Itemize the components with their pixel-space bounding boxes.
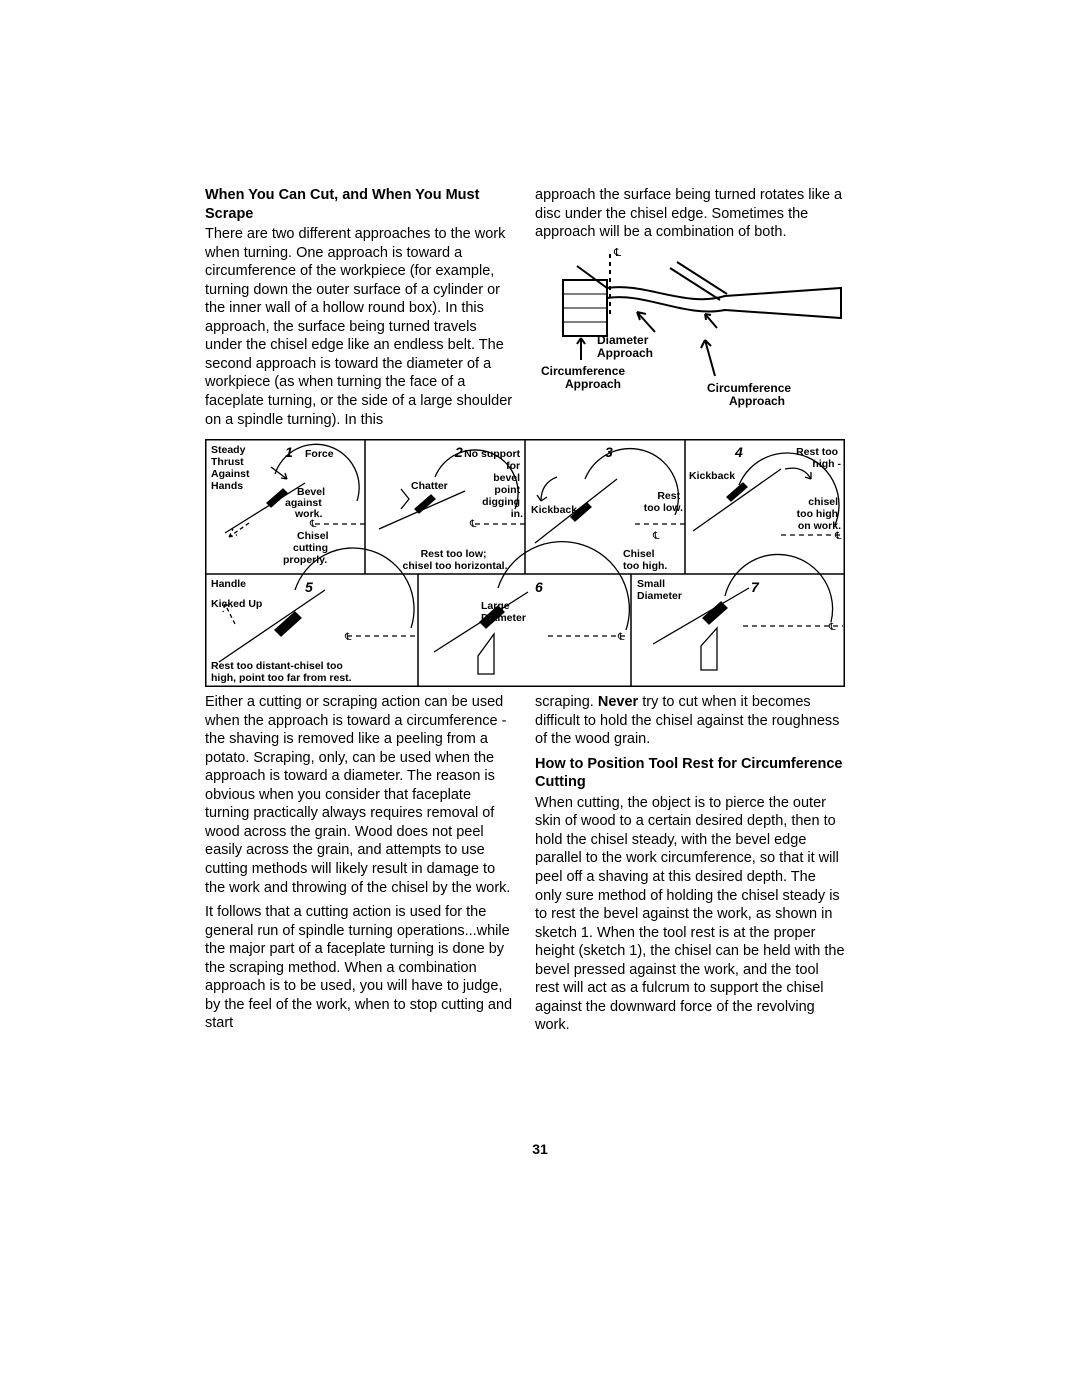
label-diameter-approach: DiameterApproach	[597, 333, 653, 360]
p4-lbl-kickback: Kickback	[689, 470, 735, 482]
svg-text:℄: ℄	[617, 632, 625, 643]
top-right-col: approach the surface being turned rotate…	[535, 186, 845, 435]
panel-num-6: 6	[535, 579, 543, 595]
bottom-right-p1: scraping. Never try to cut when it becom…	[535, 693, 845, 749]
svg-text:℄: ℄	[652, 531, 660, 542]
p2-lbl-restlow: Rest too low; chisel too horizontal.	[402, 548, 507, 572]
top-right-p1: approach the surface being turned rotate…	[535, 186, 845, 242]
panel-num-7: 7	[751, 579, 760, 595]
svg-text:℄: ℄	[613, 248, 621, 259]
p3-lbl-kickback: Kickback	[531, 504, 577, 516]
p3-lbl-restlow: Rest too low.	[644, 490, 683, 514]
panel-num-3: 3	[605, 444, 613, 460]
bottom-row: Either a cutting or scraping action can …	[205, 693, 845, 1041]
panel-num-5: 5	[305, 579, 313, 595]
bottom-right-p1-bold: Never	[598, 694, 638, 710]
bottom-right-p1a: scraping.	[535, 694, 598, 710]
p2-lbl-nosupport: No support for bevel point digging in.	[464, 448, 523, 520]
bottom-left-col: Either a cutting or scraping action can …	[205, 693, 515, 1041]
bottom-left-p1: Either a cutting or scraping action can …	[205, 693, 515, 897]
bottom-left-p2: It follows that a cutting action is used…	[205, 903, 515, 1033]
p1-lbl-steady: Steady Thrust Against Hands	[211, 444, 252, 492]
figure-approaches: ℄	[535, 248, 845, 408]
p4-lbl-chiselhigh: chisel too high on work.	[797, 496, 841, 532]
p1-lbl-chisel: Chisel cutting properly.	[283, 530, 331, 566]
bottom-right-col: scraping. Never try to cut when it becom…	[535, 693, 845, 1041]
page-number: 31	[0, 1141, 1080, 1157]
svg-text:℄: ℄	[344, 632, 352, 643]
top-row: When You Can Cut, and When You Must Scra…	[205, 186, 845, 435]
svg-text:℄: ℄	[828, 622, 836, 633]
page: When You Can Cut, and When You Must Scra…	[0, 0, 1080, 1397]
label-circ-approach-left: CircumferenceApproach	[541, 364, 625, 391]
bottom-right-heading: How to Position Tool Rest for Circumfere…	[535, 755, 845, 792]
p6-lbl-large: Large Diameter	[481, 600, 526, 624]
panel-num-4: 4	[734, 444, 743, 460]
panel-num-2: 2	[454, 444, 463, 460]
label-circ-approach-right: CircumferenceApproach	[707, 381, 791, 408]
svg-text:℄: ℄	[309, 519, 317, 530]
p5-lbl-handle: Handle Kicked Up	[211, 578, 262, 610]
p5-lbl-restdist: Rest too distant-chisel too high, point …	[211, 660, 352, 684]
content-area: When You Can Cut, and When You Must Scra…	[205, 186, 845, 1041]
p2-lbl-chatter: Chatter	[411, 480, 448, 492]
svg-text:℄: ℄	[834, 531, 842, 542]
p4-lbl-resthigh: Rest too high -	[796, 446, 841, 470]
p3-lbl-chiselhigh: Chisel too high.	[623, 548, 667, 572]
p1-lbl-force: Force	[305, 448, 334, 460]
bottom-right-p2: When cutting, the object is to pierce th…	[535, 794, 845, 1035]
top-left-p1: There are two different approaches to th…	[205, 225, 515, 429]
panel-num-1: 1	[285, 444, 293, 460]
top-left-heading: When You Can Cut, and When You Must Scra…	[205, 186, 515, 223]
svg-text:℄: ℄	[469, 519, 477, 530]
figure-tool-rest-positions: ℄ ℄	[205, 439, 845, 687]
p7-lbl-small: Small Diameter	[637, 578, 682, 602]
top-left-col: When You Can Cut, and When You Must Scra…	[205, 186, 515, 435]
